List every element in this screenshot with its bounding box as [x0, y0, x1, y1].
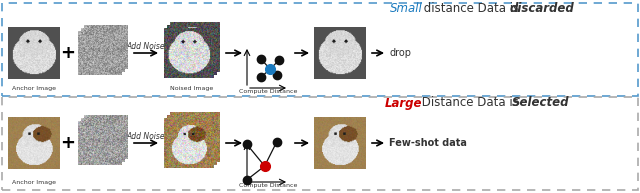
- Text: Large: Large: [385, 96, 422, 109]
- Text: Noised Image: Noised Image: [170, 86, 214, 91]
- Text: distance Data is: distance Data is: [420, 2, 523, 14]
- Text: Anchor Image: Anchor Image: [12, 86, 56, 91]
- Text: Selected: Selected: [512, 96, 570, 109]
- Text: discarded: discarded: [510, 2, 575, 14]
- Text: +: +: [61, 134, 76, 152]
- Bar: [2, 3, 638, 96]
- Text: Add Noise: Add Noise: [127, 132, 165, 141]
- Text: drop: drop: [389, 48, 411, 58]
- Text: Anchor Image: Anchor Image: [12, 180, 56, 185]
- Text: Add Noise: Add Noise: [127, 42, 165, 51]
- Text: Few-shot data: Few-shot data: [389, 138, 467, 148]
- Text: Compute Distance: Compute Distance: [239, 183, 297, 188]
- Text: Distance Data is: Distance Data is: [418, 96, 523, 109]
- Text: +: +: [61, 44, 76, 62]
- Text: Small: Small: [390, 2, 423, 14]
- Text: Compute Distance: Compute Distance: [239, 89, 297, 94]
- Bar: [2, 97, 638, 190]
